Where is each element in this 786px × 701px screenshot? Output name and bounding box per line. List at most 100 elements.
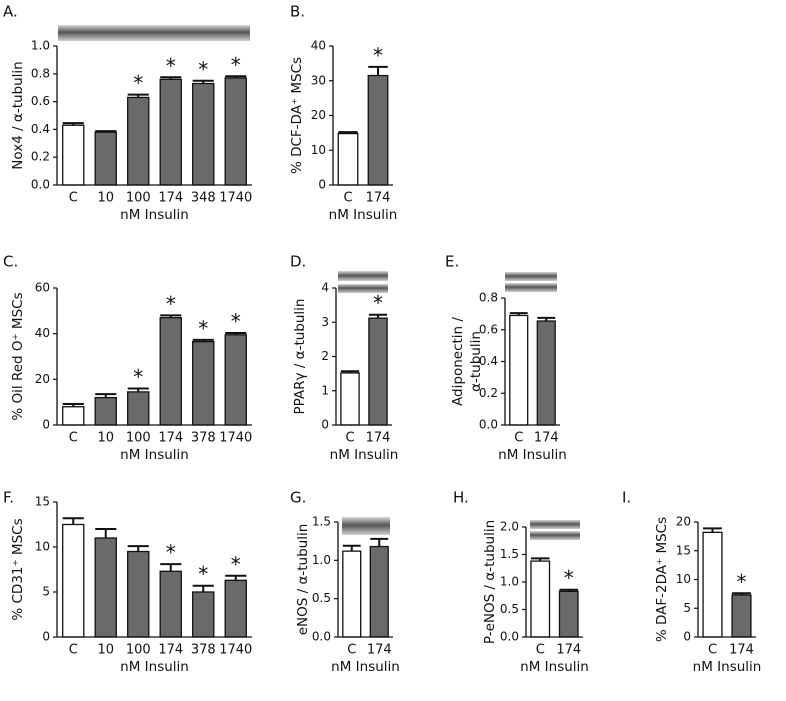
y-tick-label: 0.0 [479,418,498,432]
bar [337,132,359,186]
y-tick-label: 0.0 [312,630,331,644]
x-tick-label: 1740 [219,643,252,658]
significance-marker: * [166,54,176,78]
x-tick-label: 10 [97,643,114,658]
x-tick-label: C [345,431,354,446]
error-bar [95,528,117,538]
error-bar [530,557,550,562]
x-axis-label: nM Insulin [331,659,400,675]
x-tick-label: 10 [97,431,114,446]
significance-marker: * [373,291,383,315]
significance-marker: * [166,541,176,565]
panel-label: H. [453,489,469,507]
error-bar [192,79,214,84]
bar [224,77,247,186]
x-axis-label: nM Insulin [120,207,189,223]
blot [505,272,557,281]
y-axis-label: α-tubulin [468,331,484,392]
bar [558,590,579,638]
y-tick-label: 0.8 [31,66,50,80]
y-tick-label: 0.6 [479,322,498,336]
y-axis-label: P-eNOS / α-tubulin [482,520,498,644]
x-tick-label: 378 [191,643,216,658]
bar [62,523,85,638]
bar [94,396,117,426]
y-tick-label: 40 [35,326,50,340]
bar [159,78,182,186]
x-tick-label: C [347,643,356,658]
y-axis-label: % DCF-DA⁺ MSCs [289,57,305,174]
bar [62,406,85,426]
significance-marker: * [737,570,747,594]
error-bar [225,331,247,335]
x-tick-label: C [69,191,78,206]
x-axis-label: nM Insulin [120,447,189,463]
x-axis-label: nM Insulin [330,447,399,463]
bar [192,341,215,426]
significance-marker: * [166,292,176,316]
error-bar [368,313,388,319]
y-tick-label: 1.0 [312,553,331,567]
y-tick-label: 1.0 [31,39,50,53]
error-bar [732,592,751,596]
significance-marker: * [133,365,143,389]
y-tick-label: 15 [676,543,691,557]
error-bar [127,93,149,98]
panel: F. % CD31⁺ MSCs 0 5 10 15 C 10 100 * 174 * 378 * 1740 n… [3,489,252,676]
y-tick-label: 0.0 [31,178,50,192]
y-tick-label: 0 [42,418,50,432]
y-tick-label: 0.6 [31,94,50,108]
x-tick-label: C [69,643,78,658]
y-tick-label: 0.4 [479,354,498,368]
significance-marker: * [564,566,574,590]
y-tick-label: 0 [42,630,50,644]
error-bar [368,65,388,76]
x-tick-label: 100 [126,643,151,658]
blot [530,531,580,540]
y-tick-label: 4 [321,281,329,295]
significance-marker: * [231,552,241,576]
x-tick-label: C [343,191,352,206]
error-bar [95,130,117,133]
bar [342,550,362,638]
error-bar [370,537,389,547]
y-axis-label: PPARγ / α-tubulin [292,299,308,415]
x-tick-label: 174 [729,643,754,658]
significance-marker: * [231,53,241,77]
significance-marker: * [133,71,143,95]
error-bar [160,76,182,80]
y-tick-label: 20 [311,108,326,122]
blot [342,517,390,535]
y-axis-label: Nox4 / α-tubulin [10,61,26,169]
y-tick-label: 5 [42,585,50,599]
bar [536,320,556,426]
y-tick-label: 0.0 [500,630,519,644]
bar [62,124,85,186]
panel: A. Nox4 / α-tubulin 0.0 0.2 0.4 0.6 0.8 1.0 C 10 *… [3,3,252,224]
bar [127,550,150,638]
x-tick-label: 1740 [219,431,252,446]
error-bar [559,588,579,592]
error-bar [342,544,361,552]
y-axis-label: % DAF-2DA⁺ MSCs [654,517,670,642]
error-bar [537,316,556,322]
blot [58,25,250,41]
bar [94,131,117,186]
y-tick-label: 5 [683,601,691,615]
bar [159,570,182,638]
panel-label: B. [290,3,305,21]
panel-label: G. [290,489,306,507]
bar [340,372,360,426]
y-tick-label: 1.5 [312,515,331,529]
x-axis-label: nM Insulin [520,659,589,675]
error-bar [192,584,214,592]
bar [369,545,389,638]
error-bar [127,387,149,392]
error-bar [338,131,358,134]
x-tick-label: C [514,431,523,446]
y-tick-label: 20 [35,372,50,386]
x-tick-label: 174 [534,431,559,446]
